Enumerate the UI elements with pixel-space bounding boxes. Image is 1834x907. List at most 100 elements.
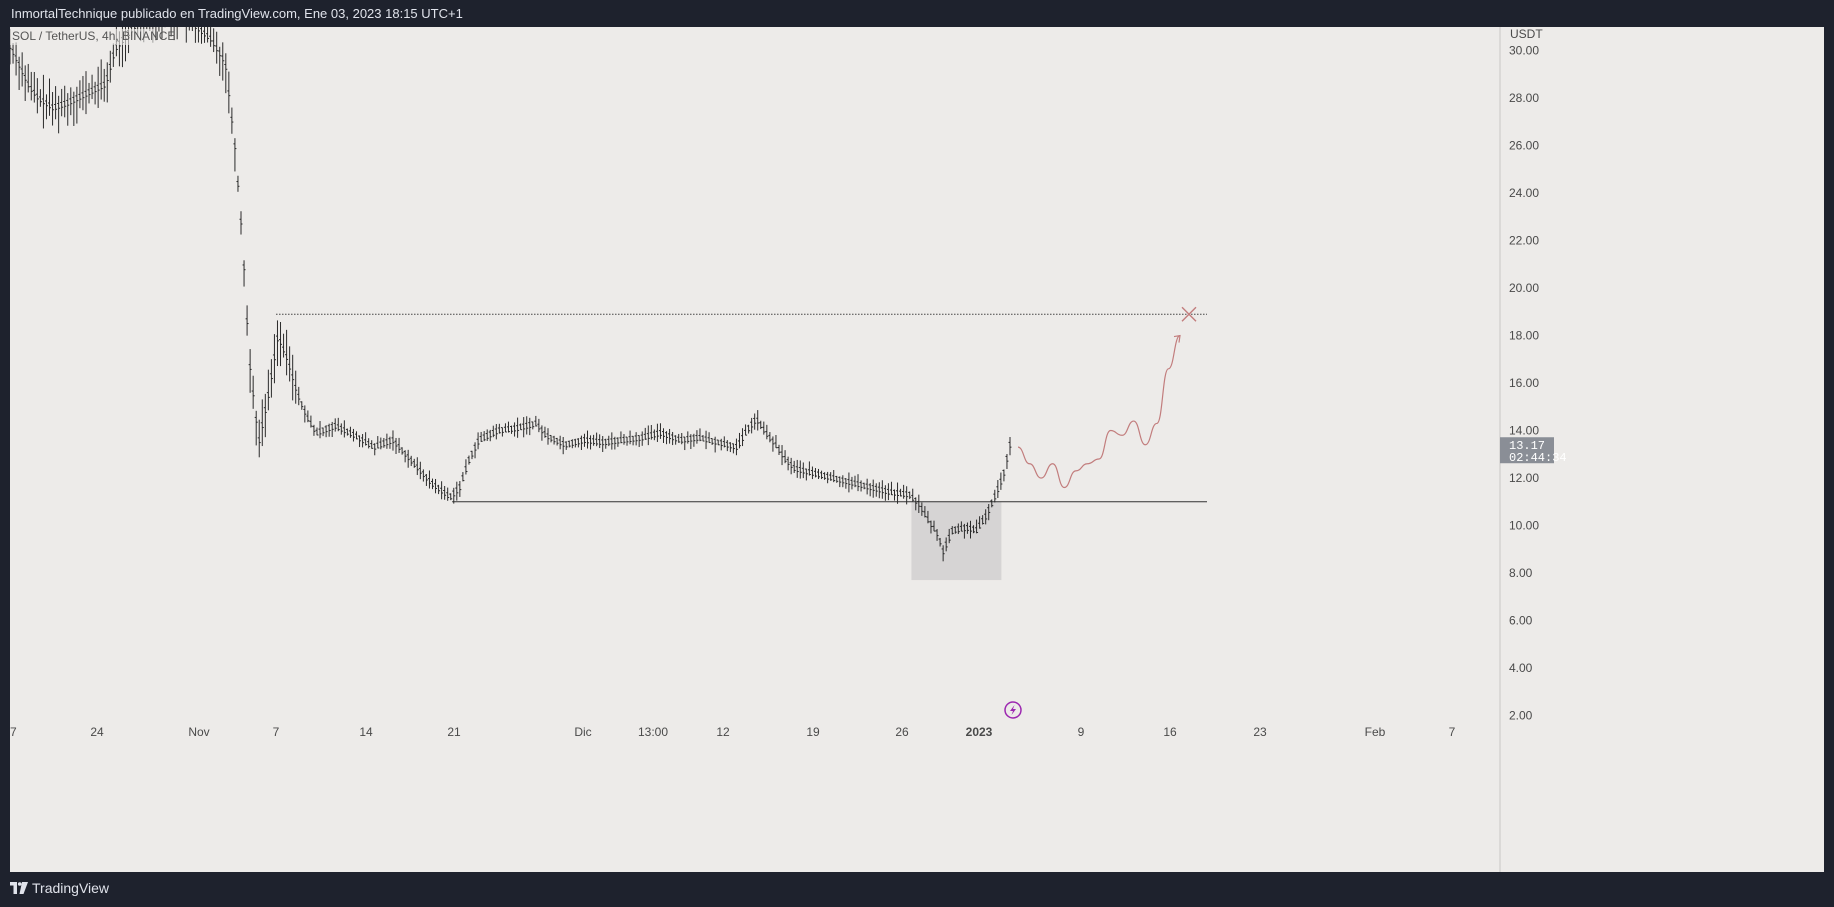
brand-logo[interactable]: TradingView [10,880,109,896]
ohlc-bar [458,481,462,497]
ohlc-bar [161,27,163,39]
time-tick-label: 12 [716,725,730,739]
ohlc-bar [400,447,404,455]
ohlc-bar [917,494,921,514]
ohlc-bar [525,416,529,435]
ohlc-bar [63,85,67,118]
ohlc-bar [285,329,289,376]
ohlc-bar [1002,469,1006,482]
price-tick-label: 2.00 [1509,708,1533,722]
time-tick-label: 16 [1163,725,1177,739]
ohlc-bar [427,470,431,489]
ohlc-bar [674,435,678,445]
tradingview-logo-icon [10,882,28,894]
ohlc-bar [388,436,392,449]
ohlc-bar [555,437,559,446]
ohlc-bar [391,430,395,451]
price-tick-label: 24.00 [1509,186,1539,200]
ohlc-bar [412,458,416,468]
ohlc-bar [938,537,942,547]
ohlc-bar [242,260,246,287]
ohlc-bar [978,516,982,529]
ohlc-bar [929,520,933,534]
ohlc-bar [221,42,225,81]
price-tick-label: 26.00 [1509,139,1539,153]
ohlc-bar [962,523,966,539]
time-axis[interactable]: 17 24 Nov 7 14 21 Dic 13:00 12 19 26 2023 9 16 23 Feb 7 [10,725,1456,739]
price-tick-label: 16.00 [1509,376,1539,390]
ohlc-bar [677,433,681,443]
ohlc-bar [810,466,814,480]
ohlc-bar [81,75,85,111]
price-axis[interactable]: USDT 30.00 28.00 26.00 24.00 22.00 20.00 18.00 1… [1499,27,1543,872]
ohlc-bar [586,430,590,449]
ohlc-bar [75,86,79,124]
projection-arrowhead [1173,334,1181,343]
ohlc-bar [38,89,42,107]
ohlc-bar [464,459,468,475]
chart-area[interactable]: USDT 30.00 28.00 26.00 24.00 22.00 20.00 18.00 1… [10,27,1824,872]
projection-layer [1017,306,1197,489]
ohlc-bar [203,27,207,43]
ohlc-bar [48,78,52,116]
ohlc-bar [409,455,413,467]
ohlc-bar [446,487,450,501]
ohlc-bar [93,81,97,105]
ohlc-bar [965,522,969,534]
ohlc-bar [683,436,687,451]
ohlc-bar [227,71,231,114]
ohlc-bar [874,483,878,497]
ohlc-bar [543,426,547,438]
price-tick-label: 6.00 [1509,613,1533,627]
ohlc-bar [185,27,187,43]
ohlc-bar [826,471,830,484]
ohlc-bar [850,476,854,490]
ohlc-bar [725,440,729,452]
ohlc-bar [476,432,480,450]
price-chart[interactable]: USDT 30.00 28.00 26.00 24.00 22.00 20.00 18.00 1… [10,27,1824,872]
level-lines-layer [276,313,1207,503]
chart-icons-layer [1004,701,1022,719]
ohlc-bar [689,434,693,450]
ohlc-bar [783,450,787,464]
ohlc-bar [309,415,313,428]
ohlc-bar [728,442,732,453]
ohlc-bar [236,175,240,192]
ohlc-bar [704,430,708,450]
ohlc-bar [911,488,915,502]
ohlc-bar [570,439,574,449]
ohlc-bar [774,434,778,449]
ohlc-bar [294,370,298,404]
time-tick-label: 13:00 [638,725,668,739]
time-tick-label: 17 [10,725,17,739]
ohlc-bar [999,472,1003,490]
ohlc-bar [194,27,197,43]
bar-countdown: 02:44:34 [1509,451,1567,465]
ohlc-bar [853,475,857,488]
last-price-value: 13.17 [1509,439,1545,453]
ohlc-bar [11,43,15,64]
ohlc-bar [947,528,951,544]
ohlc-bar [206,27,210,43]
ohlc-bar [199,27,203,44]
ohlc-bar [111,43,115,67]
ohlc-bar [972,525,976,534]
ohlc-bar [440,481,444,500]
ohlc-bar [105,62,109,103]
ohlc-bar [191,27,193,32]
ohlc-bar [17,56,21,90]
ohlc-bar [330,421,334,438]
ohlc-bar [279,321,283,367]
ohlc-bar [883,485,887,501]
time-tick-label: 26 [895,725,909,739]
ohlc-bar [358,435,362,448]
ohlc-bar [561,436,565,455]
ohlc-bar [230,107,234,134]
ohlc-bar [765,424,769,440]
x-marker-stroke [1181,306,1197,322]
ohlc-bar [434,478,438,494]
ohlc-bar [197,27,200,43]
ohlc-bar [288,346,292,382]
ohlc-bar [990,499,994,508]
